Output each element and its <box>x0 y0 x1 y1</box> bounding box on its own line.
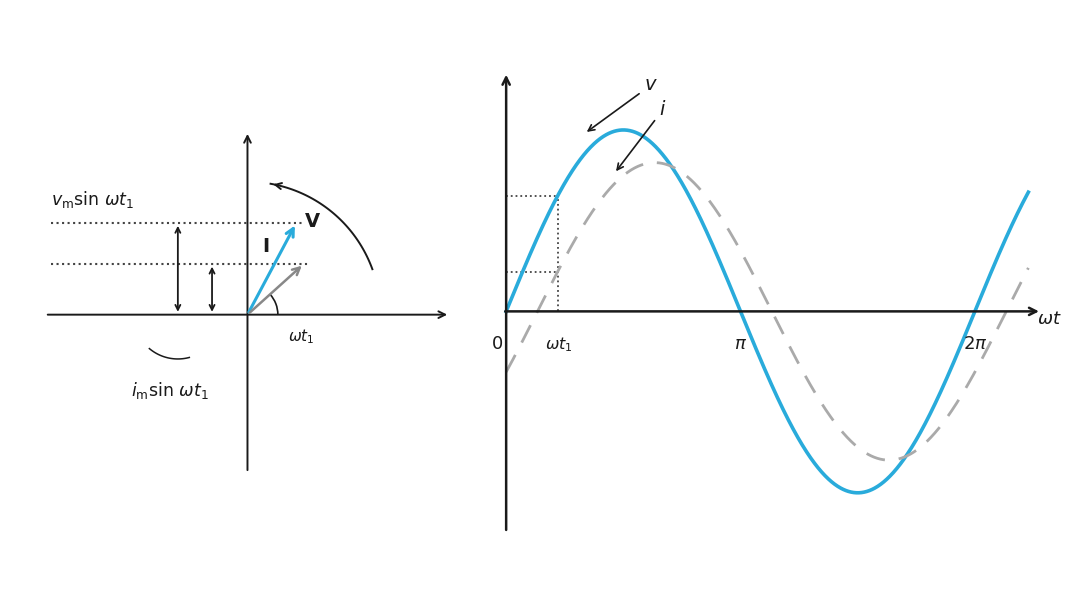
Text: $i_\mathrm{m}\mathrm{sin}\ \omega t_1$: $i_\mathrm{m}\mathrm{sin}\ \omega t_1$ <box>131 381 209 402</box>
Text: $v$: $v$ <box>589 76 657 131</box>
Text: $\omega t$: $\omega t$ <box>1037 310 1062 327</box>
Text: $2\pi$: $2\pi$ <box>963 335 987 353</box>
Text: $\omega t_1$: $\omega t_1$ <box>288 327 314 346</box>
Text: $\omega t_1$: $\omega t_1$ <box>546 335 574 354</box>
Text: $\mathbf{I}$: $\mathbf{I}$ <box>263 238 270 256</box>
Text: $\pi$: $\pi$ <box>734 335 747 353</box>
Text: $v_\mathrm{m}\mathrm{sin}\ \omega t_1$: $v_\mathrm{m}\mathrm{sin}\ \omega t_1$ <box>52 189 134 210</box>
Text: $0$: $0$ <box>491 335 504 353</box>
Text: $i$: $i$ <box>618 100 666 170</box>
Text: $\mathbf{V}$: $\mathbf{V}$ <box>303 213 321 231</box>
